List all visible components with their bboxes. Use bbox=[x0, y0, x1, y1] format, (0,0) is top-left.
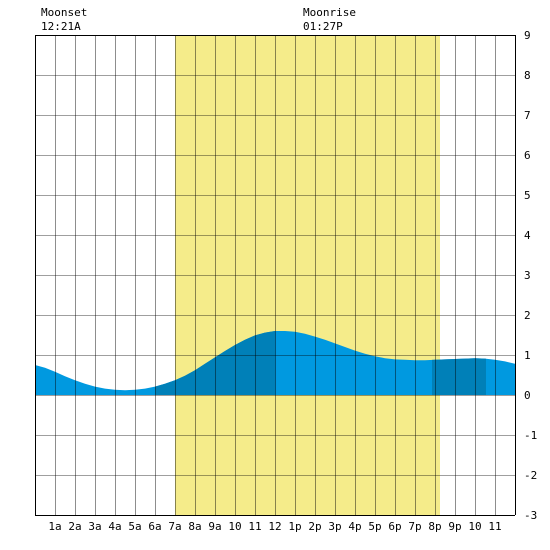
x-tick-label: 11 bbox=[488, 520, 501, 533]
y-tick-label: 0 bbox=[524, 389, 531, 402]
x-tick-label: 8p bbox=[428, 520, 441, 533]
y-tick-label: 3 bbox=[524, 269, 531, 282]
x-tick-label: 5a bbox=[128, 520, 141, 533]
moonrise-annotation: Moonrise 01:27P bbox=[303, 6, 356, 33]
y-tick-label: 7 bbox=[524, 109, 531, 122]
x-tick-label: 6p bbox=[388, 520, 401, 533]
y-tick-label: 4 bbox=[524, 229, 531, 242]
x-tick-label: 10 bbox=[228, 520, 241, 533]
y-tick-labels: -3 -2 -1 0 1 2 3 4 5 6 7 8 9 bbox=[524, 29, 537, 522]
x-tick-label: 1p bbox=[288, 520, 301, 533]
x-tick-label: 6a bbox=[148, 520, 161, 533]
x-tick-label: 7a bbox=[168, 520, 181, 533]
x-tick-label: 12 bbox=[268, 520, 281, 533]
moonset-label: Moonset bbox=[41, 6, 87, 19]
x-tick-label: 11 bbox=[248, 520, 261, 533]
moonrise-time: 01:27P bbox=[303, 20, 343, 33]
tide-layer bbox=[35, 331, 515, 395]
x-tick-label: 2a bbox=[68, 520, 81, 533]
x-tick-label: 9a bbox=[208, 520, 221, 533]
y-tick-label: -3 bbox=[524, 509, 537, 522]
y-tick-label: 1 bbox=[524, 349, 531, 362]
y-tick-label: -2 bbox=[524, 469, 537, 482]
x-tick-label: 8a bbox=[188, 520, 201, 533]
daylight-band bbox=[175, 35, 440, 515]
x-tick-labels: 1a 2a 3a 4a 5a 6a 7a 8a 9a 10 11 12 1p 2p 3p 4p 5p 6p 7p 8p… bbox=[48, 520, 501, 533]
tide-area-dark-band bbox=[432, 358, 486, 395]
moonset-time: 12:21A bbox=[41, 20, 81, 33]
tide-area-dark-band bbox=[155, 331, 275, 395]
x-tick-label: 3p bbox=[328, 520, 341, 533]
moonrise-label: Moonrise bbox=[303, 6, 356, 19]
grid-layer bbox=[35, 35, 516, 516]
moonset-annotation: Moonset 12:21A bbox=[41, 6, 87, 33]
x-tick-label: 1a bbox=[48, 520, 61, 533]
x-tick-label: 3a bbox=[88, 520, 101, 533]
x-tick-label: 7p bbox=[408, 520, 421, 533]
x-tick-label: 9p bbox=[448, 520, 461, 533]
x-tick-label: 5p bbox=[368, 520, 381, 533]
x-tick-label: 2p bbox=[308, 520, 321, 533]
x-tick-label: 4p bbox=[348, 520, 361, 533]
daylight-layer bbox=[175, 35, 440, 515]
x-tick-label: 4a bbox=[108, 520, 121, 533]
y-tick-label: 9 bbox=[524, 29, 531, 42]
y-tick-label: 8 bbox=[524, 69, 531, 82]
x-tick-label: 10 bbox=[468, 520, 481, 533]
y-tick-label: -1 bbox=[524, 429, 537, 442]
y-tick-label: 2 bbox=[524, 309, 531, 322]
y-tick-label: 5 bbox=[524, 189, 531, 202]
y-tick-label: 6 bbox=[524, 149, 531, 162]
